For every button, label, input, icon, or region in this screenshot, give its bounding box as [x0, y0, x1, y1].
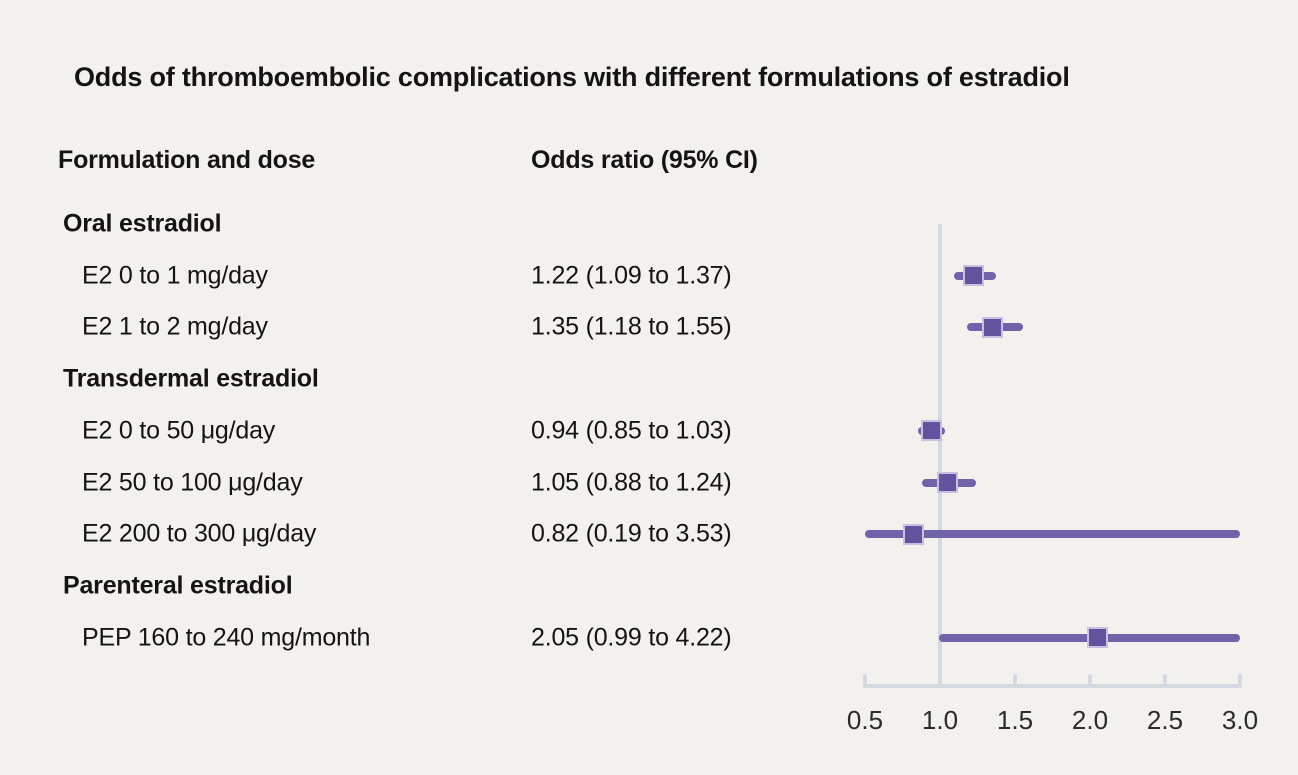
or-value: 1.05 (0.88 to 1.24): [531, 468, 732, 497]
group-label: Transdermal estradiol: [63, 364, 319, 393]
or-marker: [1087, 627, 1108, 649]
x-tick-label: 1.0: [921, 705, 959, 735]
or-marker: [962, 265, 984, 287]
group-label: Parenteral estradiol: [63, 571, 293, 600]
or-marker: [920, 420, 942, 442]
x-tick: [1163, 674, 1167, 684]
row-label: E2 0 to 1 mg/day: [82, 261, 268, 290]
x-tick-label: 1.5: [996, 705, 1034, 735]
axis-line: [863, 684, 1242, 688]
reference-line: [938, 224, 942, 688]
x-tick: [938, 674, 942, 684]
or-value: 1.22 (1.09 to 1.37): [531, 261, 732, 290]
or-value: 0.82 (0.19 to 3.53): [531, 519, 732, 548]
x-tick-label: 0.5: [846, 705, 884, 735]
row-label: E2 50 to 100 μg/day: [82, 468, 303, 497]
x-tick-label: 2.5: [1146, 705, 1184, 735]
row-label: E2 1 to 2 mg/day: [82, 313, 268, 342]
x-tick-label: 2.0: [1071, 705, 1109, 735]
or-marker: [937, 472, 958, 493]
or-marker: [982, 316, 1003, 338]
chart-title: Odds of thromboembolic complications wit…: [74, 62, 1070, 92]
or-value: 2.05 (0.99 to 4.22): [531, 623, 732, 652]
column-header-odds-ratio: Odds ratio (95% CI): [531, 146, 758, 174]
row-label: PEP 160 to 240 mg/month: [82, 623, 371, 652]
column-header-formulation: Formulation and dose: [58, 146, 316, 174]
ci-line: [865, 530, 1240, 539]
x-tick: [863, 674, 867, 684]
x-tick-label: 3.0: [1221, 705, 1259, 735]
x-tick: [1238, 674, 1242, 684]
x-tick: [1013, 674, 1017, 684]
row-label: E2 0 to 50 μg/day: [82, 416, 276, 445]
or-marker: [902, 523, 924, 545]
row-label: E2 200 to 300 μg/day: [82, 519, 317, 548]
x-tick: [1088, 674, 1092, 684]
group-label: Oral estradiol: [63, 209, 222, 238]
or-value: 1.35 (1.18 to 1.55): [531, 313, 732, 342]
or-value: 0.94 (0.85 to 1.03): [531, 416, 732, 445]
